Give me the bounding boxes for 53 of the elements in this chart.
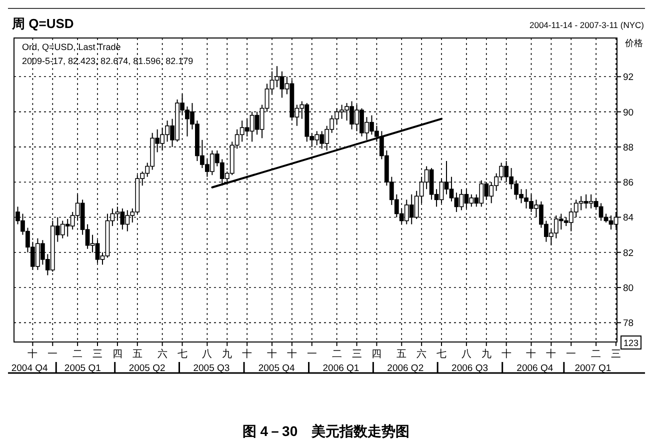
x-tick-label: 十 [28,348,38,360]
x-tick-label: 九 [222,348,232,360]
y-tick-label: 80 [623,283,634,294]
x-tick-label: 八 [202,349,212,360]
x-tick-label: 一 [306,349,317,360]
x-tick-label: 一 [566,349,576,360]
x2-tick-label: 2006 Q4 [516,363,554,374]
x2-tick-label: 2004 Q4 [11,363,48,374]
text: 123 [623,338,639,348]
x-tick-label: 三 [611,349,622,360]
y-tick-label: 88 [623,142,634,154]
x-tick-label: 五 [396,349,407,360]
x-tick-label: 六 [416,348,427,360]
x-tick-label: 十 [526,348,536,360]
y-axis-title: 价格 [624,38,643,48]
x2-tick-label: 2006 Q1 [322,363,360,374]
x2-tick-label: 2005 Q3 [193,363,230,374]
y-tick-label: 86 [623,178,634,189]
x2-tick-label: 2005 Q4 [258,363,295,374]
x-tick-label: 八 [461,349,472,360]
x-tick-label: 十 [546,348,556,360]
x2-tick-label: 2005 Q2 [128,363,166,374]
x-tick-label: 二 [332,349,342,360]
annotation: Ord, Q=USD, Last Trade [22,42,121,52]
y-tick-label: 78 [623,318,634,330]
x-tick-label: 十 [242,348,252,360]
x-tick-label: 九 [481,348,492,360]
x-tick-label: 十 [267,348,277,360]
x-tick-label: 四 [372,349,382,360]
x2-tick-label: 2005 Q1 [64,363,101,374]
y-tick-label: 92 [623,72,634,84]
x2-tick-label: 2006 Q3 [452,363,488,374]
x-tick-label: 三 [352,349,362,360]
x-tick-label: 五 [132,349,142,360]
chart-title: 周 Q=USD [11,16,74,31]
x-tick-label: 二 [72,349,83,360]
annotation: 2009-5-17, 82.423, 82.674, 81.596, 82.179 [22,56,194,66]
chart-subtitle: 2004-11-14 - 2007-3-11 (NYC) [530,20,644,30]
x-tick-label: 三 [92,349,103,360]
x-tick-label: 十 [286,348,297,360]
caption: 图 4－30 美元指数走势图 [242,423,410,439]
x-tick-label: 四 [112,349,122,360]
x-tick-label: 六 [157,348,168,360]
y-tick-label: 82 [623,248,634,259]
x2-tick-label: 2006 Q2 [387,363,424,374]
x2-tick-label: 2007 Q1 [574,363,612,374]
y-tick-label: 84 [623,212,634,224]
x-tick-label: 七 [177,348,188,360]
x-tick-label: 十 [501,348,512,360]
x-tick-label: 七 [436,348,447,360]
y-tick-label: 90 [623,107,634,118]
x-tick-label: 二 [591,349,602,360]
x-tick-label: 一 [48,349,58,360]
